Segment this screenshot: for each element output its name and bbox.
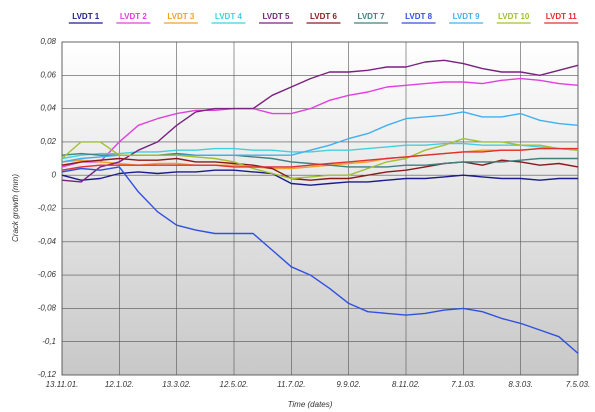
series-line (61, 59, 579, 183)
legend: LVDT 1 LVDT 2 LVDT 3 LVDT 4 LVDT 5 LVDT 6 LVDT… (68, 12, 579, 24)
x-tick-label: 12.5.02. (220, 380, 249, 389)
y-tick-label: 0 (52, 170, 57, 179)
legend-label: LVDT 8 (405, 12, 433, 21)
series-line (61, 166, 579, 354)
legend-label: LVDT 11 (546, 12, 578, 21)
y-tick-label: 0,04 (40, 104, 56, 113)
y-tick-label: -0,08 (38, 304, 57, 313)
x-tick-label: 12.1.02. (105, 380, 134, 389)
y-tick-label: -0,1 (42, 337, 56, 346)
legend-label: LVDT 4 (215, 12, 243, 21)
x-tick-label: 8.11.02. (392, 380, 420, 389)
series-line (61, 137, 579, 180)
x-tick-label: 9.9.02. (336, 380, 360, 389)
y-tick-label: -0,04 (38, 237, 57, 246)
y-tick-label: 0,02 (40, 137, 56, 146)
legend-label: LVDT 6 (310, 12, 338, 21)
y-tick-label: -0,12 (38, 370, 57, 379)
legend-label: LVDT 3 (167, 12, 195, 21)
series-line (61, 77, 579, 168)
legend-label: LVDT 1 (72, 12, 100, 21)
x-tick-label: 11.7.02. (277, 380, 305, 389)
legend-label: LVDT 10 (498, 12, 530, 21)
series-line (61, 169, 578, 186)
x-tick-label: 13.11.01. (46, 380, 79, 389)
series-line (61, 142, 579, 160)
y-tick-label: -0,06 (38, 270, 57, 279)
series-line (61, 147, 578, 171)
x-axis-title: Time (dates) (288, 400, 333, 409)
legend-label: LVDT 5 (262, 12, 290, 21)
y-axis-title: Crack growth (mm) (11, 174, 20, 242)
x-tick-label: 8.3.03. (508, 380, 532, 389)
x-tick-label: 7.1.03. (451, 380, 475, 389)
x-tick-label: 13.3.02. (162, 380, 191, 389)
y-tick-label: -0,02 (38, 204, 57, 213)
legend-label: LVDT 9 (453, 12, 481, 21)
y-tick-label: 0,06 (40, 70, 56, 79)
series-line (61, 157, 579, 181)
legend-label: LVDT 7 (358, 12, 386, 21)
x-tick-label: 7.5.03. (566, 380, 590, 389)
legend-label: LVDT 2 (120, 12, 148, 21)
series-line (61, 147, 579, 170)
y-tick-label: 0,08 (40, 37, 56, 46)
